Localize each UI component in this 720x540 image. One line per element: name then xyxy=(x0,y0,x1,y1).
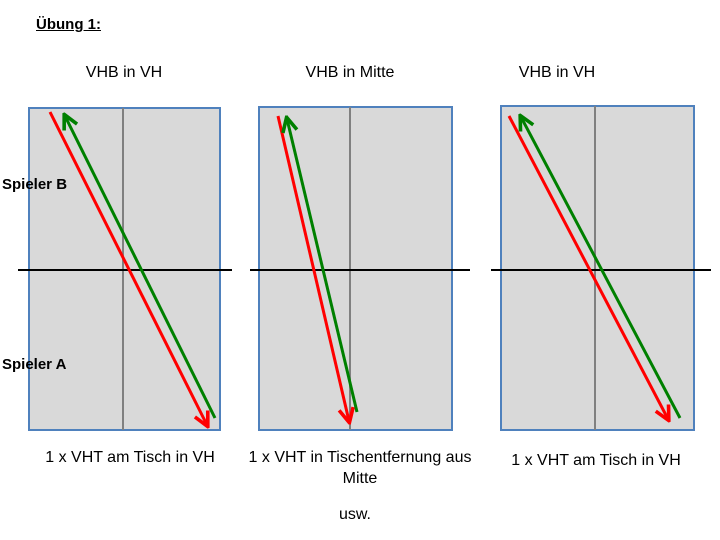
panel-1-header: VHB in VH xyxy=(85,64,163,81)
table-surface xyxy=(258,106,453,431)
footer-note: usw. xyxy=(338,506,371,523)
panel-1-table xyxy=(18,107,232,431)
panel-3-header: VHB in VH xyxy=(518,64,596,81)
panel-1-caption: 1 x VHT am Tisch in VH xyxy=(45,449,215,466)
panel-3-caption: 1 x VHT am Tisch in VH xyxy=(511,452,681,469)
green-arrow xyxy=(65,116,217,419)
panel-3-table xyxy=(491,105,711,431)
red-arrow xyxy=(507,115,668,419)
player-a-label: Spieler A xyxy=(2,356,67,373)
red-arrow xyxy=(276,115,349,421)
panel-2-header: VHB in Mitte xyxy=(305,64,395,81)
green-arrow xyxy=(287,119,359,413)
player-b-label: Spieler B xyxy=(2,176,68,193)
exercise-title: Übung 1: xyxy=(36,16,101,33)
panel-2-caption: 1 x VHT in Tischentfernung aus Mitte xyxy=(248,449,472,487)
green-arrow xyxy=(521,117,682,419)
panel-2-table xyxy=(250,106,470,431)
red-arrow xyxy=(48,111,207,425)
